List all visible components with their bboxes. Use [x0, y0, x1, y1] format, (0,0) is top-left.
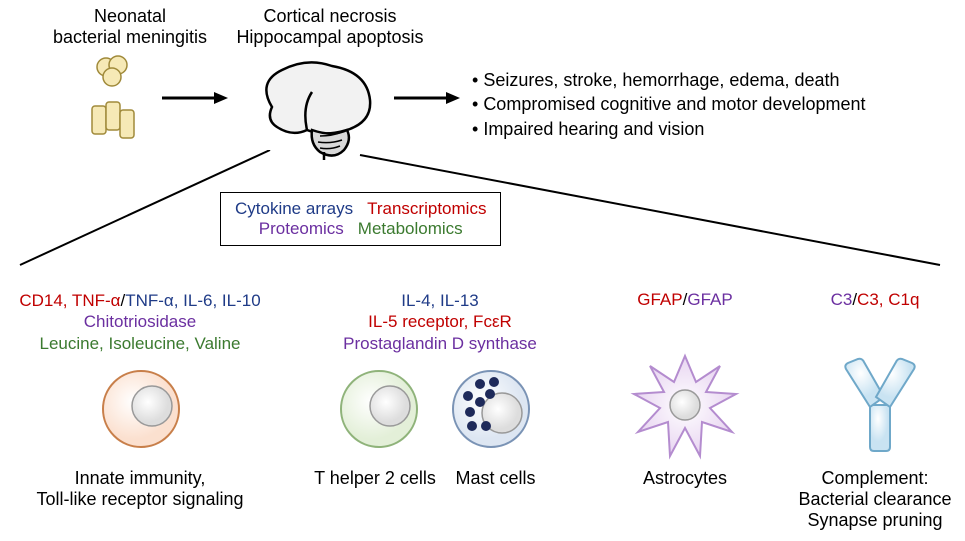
- innate-caption: Innate immunity, Toll-like receptor sign…: [10, 468, 270, 510]
- antibody-icon: [840, 355, 920, 455]
- complement-caption: Complement: Bacterial clearance Synapse …: [790, 468, 960, 531]
- innate-l2: Chitotriosidase: [0, 311, 280, 332]
- legend-metabolomics: Metabolomics: [358, 219, 463, 239]
- innate-cell-icon: [100, 368, 182, 450]
- bullet-2: Compromised cognitive and motor developm…: [472, 92, 866, 116]
- bullet-1: Seizures, stroke, hemorrhage, edema, dea…: [472, 68, 866, 92]
- comp-l1a: C3: [831, 290, 853, 309]
- th2-block: IL-4, IL-13 IL-5 receptor, FcεR Prostagl…: [310, 290, 570, 354]
- cocci-icon: [92, 55, 136, 89]
- legend-proteomics: Proteomics: [259, 219, 344, 239]
- comp-l1c: C3, C1q: [857, 290, 919, 309]
- astro-l1c: GFAP: [687, 290, 732, 309]
- legend-cytokine: Cytokine arrays: [235, 199, 353, 219]
- astrocyte-icon: [630, 352, 740, 462]
- bullet-3: Impaired hearing and vision: [472, 117, 866, 141]
- mast-caption: Mast cells: [448, 468, 543, 489]
- astro-caption: Astrocytes: [610, 468, 760, 489]
- cortical-title: Cortical necrosis Hippocampal apoptosis: [220, 6, 440, 48]
- th2-l2: IL-5 receptor, FcεR: [310, 311, 570, 332]
- innate-l1a: CD14, TNF-α: [19, 291, 120, 310]
- innate-l3: Leucine, Isoleucine, Valine: [0, 333, 280, 354]
- neonatal-title: Neonatal bacterial meningitis: [40, 6, 220, 48]
- th2-l3: Prostaglandin D synthase: [310, 333, 570, 354]
- outcome-bullets: Seizures, stroke, hemorrhage, edema, dea…: [472, 68, 866, 141]
- astro-block: GFAP/GFAP: [610, 290, 760, 310]
- mast-cell-icon: [450, 368, 532, 450]
- th2-caption: T helper 2 cells: [310, 468, 440, 489]
- innate-l1c: TNF-α, IL-6, IL-10: [125, 291, 260, 310]
- th2-l1: IL-4, IL-13: [310, 290, 570, 311]
- astro-l1a: GFAP: [637, 290, 682, 309]
- arrow-2: [392, 88, 462, 108]
- bacilli-icon: [88, 100, 144, 142]
- complement-block: C3/C3, C1q: [800, 290, 950, 310]
- arrow-1: [160, 88, 230, 108]
- innate-block: CD14, TNF-α/TNF-α, IL-6, IL-10 Chitotrio…: [0, 290, 280, 354]
- legend-box: Cytokine arrays Transcriptomics Proteomi…: [220, 192, 501, 246]
- brain-icon: [252, 52, 382, 162]
- legend-transcriptomics: Transcriptomics: [367, 199, 486, 219]
- th2-cell-icon: [338, 368, 420, 450]
